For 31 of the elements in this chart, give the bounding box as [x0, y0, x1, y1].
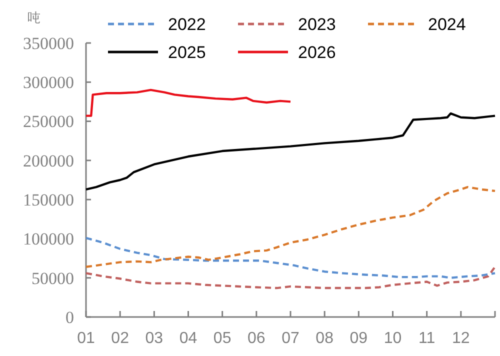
x-tick-label: 05 [213, 330, 232, 347]
x-tick-label: 02 [111, 330, 130, 347]
line-series [84, 186, 496, 268]
legend-label: 2026 [298, 42, 336, 62]
y-tick-label: 300000 [23, 73, 74, 92]
x-tick-label: 10 [384, 330, 402, 347]
x-tick-label: 06 [248, 330, 266, 347]
legend-label: 2024 [428, 14, 466, 34]
x-tick-label: 12 [452, 330, 470, 347]
line-series [84, 88, 292, 117]
y-tick-label: 350000 [23, 34, 74, 53]
x-tick-label: 08 [316, 330, 334, 347]
line-series [84, 112, 496, 190]
x-tick-label: 01 [77, 330, 95, 347]
x-tick-label: 09 [350, 330, 368, 347]
y-tick-label: 0 [66, 308, 74, 327]
y-axis-title: 吨 [28, 11, 40, 26]
x-tick-label: 03 [145, 330, 164, 347]
line-series [84, 266, 496, 290]
legend-label: 2025 [168, 42, 206, 62]
y-tick-label: 150000 [23, 190, 74, 210]
line-series [84, 236, 496, 279]
legend-label: 2023 [298, 14, 336, 34]
y-tick-label: 50000 [32, 268, 74, 288]
x-tick-label: 04 [179, 330, 198, 347]
y-tick-label: 250000 [23, 112, 74, 132]
y-tick-label: 200000 [23, 151, 74, 170]
legend-label: 2022 [168, 14, 206, 34]
y-tick-label: 100000 [23, 230, 74, 249]
x-tick-label: 11 [418, 330, 436, 347]
x-tick-label: 07 [282, 330, 300, 347]
